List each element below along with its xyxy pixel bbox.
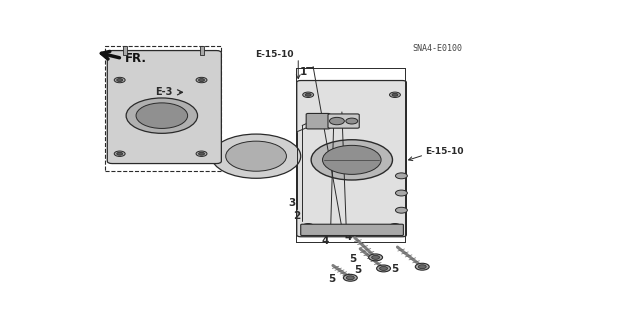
FancyBboxPatch shape (297, 80, 406, 237)
Circle shape (372, 256, 380, 259)
Text: 1: 1 (300, 67, 307, 77)
Text: 5: 5 (328, 273, 335, 284)
Circle shape (196, 77, 207, 83)
Circle shape (198, 78, 205, 82)
Circle shape (305, 93, 311, 96)
Circle shape (311, 140, 392, 180)
Circle shape (116, 78, 123, 82)
Circle shape (126, 98, 198, 133)
Circle shape (419, 265, 426, 269)
Circle shape (305, 225, 311, 228)
Circle shape (392, 225, 398, 228)
Circle shape (396, 173, 408, 179)
Circle shape (211, 134, 301, 178)
Circle shape (396, 190, 408, 196)
Circle shape (116, 152, 123, 155)
Circle shape (323, 145, 381, 174)
Text: FR.: FR. (125, 52, 147, 65)
Text: 5: 5 (354, 265, 362, 275)
Text: 4: 4 (322, 235, 329, 246)
Circle shape (344, 274, 357, 281)
FancyBboxPatch shape (108, 51, 221, 164)
Bar (200, 46, 204, 56)
Text: 2: 2 (293, 211, 300, 220)
Text: E-15-10: E-15-10 (425, 147, 463, 156)
Text: E-15-10: E-15-10 (255, 50, 294, 59)
Circle shape (303, 92, 314, 98)
Circle shape (226, 141, 287, 171)
Circle shape (415, 263, 429, 270)
Text: SNA4-E0100: SNA4-E0100 (412, 44, 462, 53)
Text: 4: 4 (344, 232, 352, 242)
Circle shape (390, 92, 401, 98)
FancyBboxPatch shape (301, 224, 403, 235)
Circle shape (376, 265, 390, 272)
Circle shape (136, 103, 188, 129)
Text: 5: 5 (349, 254, 356, 264)
FancyBboxPatch shape (306, 114, 330, 129)
Circle shape (346, 118, 358, 124)
Circle shape (380, 266, 388, 271)
Text: B-4: B-4 (370, 228, 388, 239)
FancyBboxPatch shape (328, 114, 359, 128)
Circle shape (196, 151, 207, 156)
Circle shape (303, 224, 314, 229)
Circle shape (198, 152, 205, 155)
Bar (123, 46, 127, 56)
Circle shape (390, 224, 401, 229)
Circle shape (114, 151, 125, 156)
Circle shape (114, 77, 125, 83)
Text: 3: 3 (288, 198, 295, 208)
Circle shape (346, 276, 355, 280)
Circle shape (369, 254, 383, 261)
Text: E-3: E-3 (156, 87, 173, 97)
Circle shape (330, 117, 344, 125)
Circle shape (392, 93, 398, 96)
Text: 5: 5 (391, 264, 399, 274)
Circle shape (396, 207, 408, 213)
